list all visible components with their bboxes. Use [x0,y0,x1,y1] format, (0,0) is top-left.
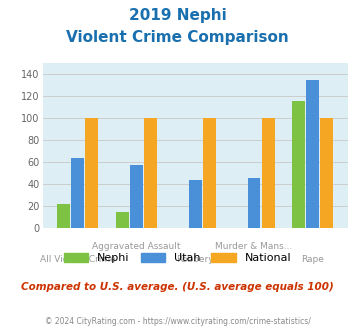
Text: All Violent Crime: All Violent Crime [40,255,116,264]
Bar [86,118,98,228]
Text: Murder & Mans...: Murder & Mans... [215,242,293,250]
Bar [130,165,143,228]
Bar [306,80,319,228]
Bar [189,181,202,228]
Text: Violent Crime Comparison: Violent Crime Comparison [66,30,289,45]
Bar [292,101,305,228]
Bar [57,204,70,228]
Text: 2019 Nephi: 2019 Nephi [129,8,226,23]
Bar [71,158,84,228]
Text: Aggravated Assault: Aggravated Assault [92,242,181,250]
Bar [144,118,157,228]
Bar [116,212,129,228]
Text: © 2024 CityRating.com - https://www.cityrating.com/crime-statistics/: © 2024 CityRating.com - https://www.city… [45,317,310,326]
Text: Robbery: Robbery [176,255,214,264]
Bar [320,118,333,228]
Bar [203,118,216,228]
Text: Rape: Rape [301,255,324,264]
Bar [262,118,274,228]
Legend: Nephi, Utah, National: Nephi, Utah, National [59,248,296,268]
Text: Compared to U.S. average. (U.S. average equals 100): Compared to U.S. average. (U.S. average … [21,282,334,292]
Bar [247,178,261,228]
